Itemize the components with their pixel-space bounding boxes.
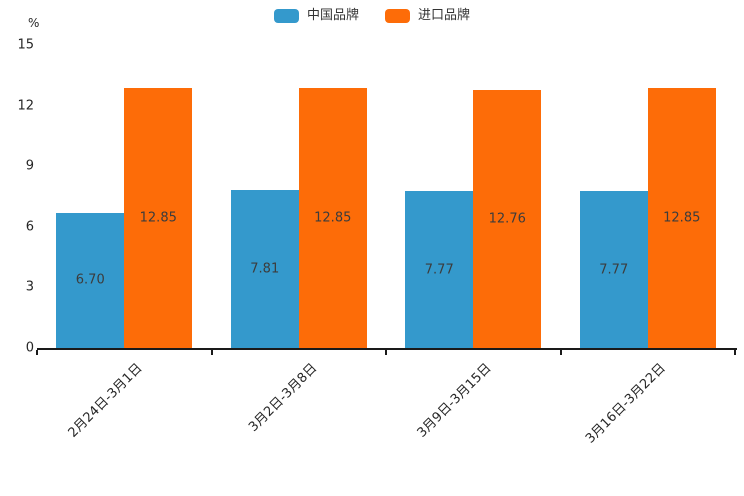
bar-value-label: 12.85 <box>139 210 177 226</box>
y-tick-label: 9 <box>25 158 34 174</box>
legend-swatch <box>273 9 299 23</box>
legend-item-1[interactable]: 中国品牌 <box>273 7 359 25</box>
y-tick-label: 6 <box>25 219 34 235</box>
bar-value-label: 7.77 <box>424 262 454 277</box>
legend-label: 中国品牌 <box>306 8 359 23</box>
bar-进口品牌-4: 12.85 <box>647 88 716 348</box>
x-category-label: 2月24日-3月1日 <box>65 360 146 441</box>
y-axis-unit-label: % <box>28 16 40 30</box>
x-tick-mark <box>734 350 736 355</box>
bar-value-label: 7.77 <box>599 262 629 277</box>
y-tick-label: 3 <box>25 279 34 295</box>
legend-item-2[interactable]: 进口品牌 <box>385 7 470 25</box>
bar-value-label: 6.70 <box>75 272 105 288</box>
bar-中国品牌-4: 7.77 <box>579 191 648 348</box>
bar-value-label: 12.85 <box>314 210 352 226</box>
legend-swatch <box>385 9 410 23</box>
x-tick-mark <box>385 350 387 355</box>
x-tick-mark <box>210 350 213 355</box>
bar-进口品牌-2: 12.85 <box>298 88 367 348</box>
x-category-label: 3月16日-3月22日 <box>583 360 670 447</box>
bar-中国品牌-1: 6.70 <box>56 212 125 348</box>
y-tick-label: 15 <box>17 37 34 53</box>
x-tick-mark <box>36 350 38 355</box>
x-category-label: 3月9日-3月15日 <box>414 360 495 441</box>
bar-进口品牌-1: 12.85 <box>124 88 193 348</box>
legend-label: 进口品牌 <box>418 8 471 23</box>
x-axis-line <box>37 348 737 350</box>
bar-value-label: 12.85 <box>663 210 701 226</box>
x-tick-mark <box>559 350 562 355</box>
bar-中国品牌-2: 7.81 <box>230 190 299 348</box>
bar-进口品牌-3: 12.76 <box>473 90 542 348</box>
chart-legend: 中国品牌 进口品牌 <box>0 7 744 25</box>
bar-value-label: 12.76 <box>488 211 526 227</box>
x-category-label: 3月2日-3月8日 <box>246 360 321 435</box>
y-tick-label: 0 <box>25 340 34 356</box>
bar-中国品牌-3: 7.77 <box>405 191 474 348</box>
bar-value-label: 7.81 <box>250 261 280 277</box>
y-tick-label: 12 <box>17 98 34 114</box>
